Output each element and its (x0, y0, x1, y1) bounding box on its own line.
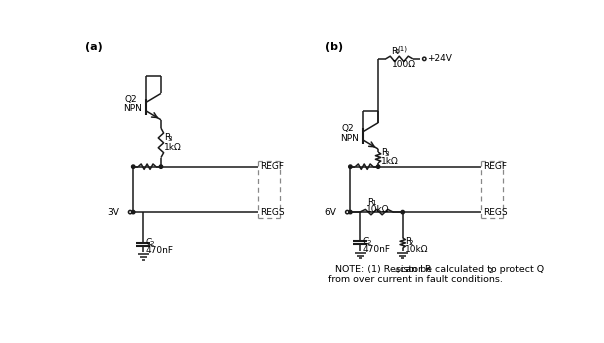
Text: +24V: +24V (428, 55, 452, 63)
Text: R: R (381, 148, 387, 157)
Circle shape (132, 165, 135, 168)
Text: 10kΩ: 10kΩ (366, 205, 389, 214)
Circle shape (376, 165, 380, 168)
Text: R: R (405, 237, 411, 246)
Text: 2: 2 (366, 239, 371, 246)
Circle shape (159, 165, 162, 168)
Text: 10kΩ: 10kΩ (405, 245, 428, 253)
Text: 4: 4 (394, 268, 399, 274)
Text: 1kΩ: 1kΩ (381, 157, 399, 166)
Text: R: R (391, 47, 398, 56)
Text: can be calculated to protect Q: can be calculated to protect Q (397, 265, 544, 274)
Text: REGF: REGF (484, 162, 507, 171)
Text: (a): (a) (85, 42, 103, 52)
Circle shape (132, 210, 135, 214)
Text: 470nF: 470nF (362, 245, 391, 253)
Text: 2: 2 (489, 268, 493, 274)
Circle shape (349, 210, 352, 214)
Circle shape (349, 165, 352, 168)
Text: 3: 3 (167, 136, 172, 142)
Text: NOTE: (1) Resistor R: NOTE: (1) Resistor R (335, 265, 432, 274)
Text: C: C (362, 237, 369, 246)
Text: REGS: REGS (484, 208, 508, 216)
Text: C: C (146, 238, 152, 247)
Text: Q2: Q2 (125, 95, 137, 104)
Text: 100Ω: 100Ω (391, 60, 416, 69)
Text: 3V: 3V (108, 208, 120, 216)
Text: 1: 1 (371, 200, 376, 206)
Text: from over current in fault conditions.: from over current in fault conditions. (329, 275, 503, 284)
Text: 2: 2 (149, 241, 153, 247)
Circle shape (401, 210, 405, 214)
Text: NPN: NPN (123, 104, 142, 114)
Text: 2: 2 (408, 239, 413, 246)
Text: 3: 3 (385, 151, 389, 157)
Text: R: R (164, 133, 170, 142)
Text: NPN: NPN (340, 134, 359, 143)
Text: (1): (1) (397, 46, 407, 52)
Text: 4: 4 (395, 49, 400, 55)
Text: 6V: 6V (324, 208, 336, 216)
Text: Q2: Q2 (342, 125, 355, 133)
Text: 470nF: 470nF (146, 246, 173, 255)
Text: REGF: REGF (260, 162, 284, 171)
Text: 1kΩ: 1kΩ (164, 143, 182, 152)
Text: (b): (b) (325, 42, 343, 52)
Text: REGS: REGS (260, 208, 285, 216)
Text: R: R (367, 198, 373, 206)
